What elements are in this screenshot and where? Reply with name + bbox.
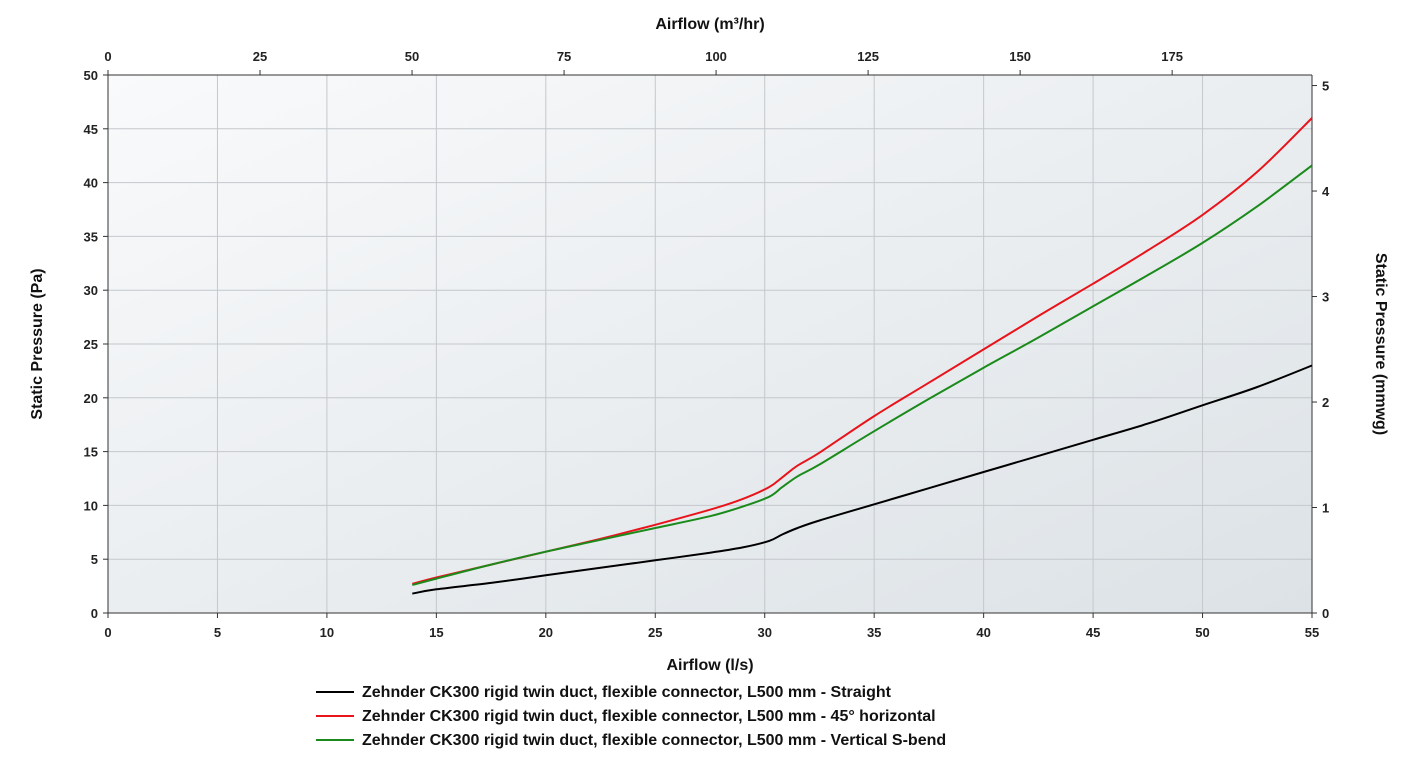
x2-tick-label: 0 — [104, 49, 111, 64]
y2-tick-label: 0 — [1322, 606, 1329, 621]
x2-tick-label: 175 — [1161, 49, 1183, 64]
y2-tick-label: 2 — [1322, 395, 1329, 410]
y-tick-label: 25 — [84, 337, 98, 352]
x-tick-label: 55 — [1305, 625, 1319, 640]
x2-tick-label: 75 — [557, 49, 571, 64]
y-tick-label: 50 — [84, 68, 98, 83]
y-tick-label: 15 — [84, 445, 98, 460]
x2-tick-label: 150 — [1009, 49, 1031, 64]
grid-lines — [108, 75, 1312, 613]
x2-tick-label: 50 — [405, 49, 419, 64]
y-tick-label: 10 — [84, 498, 98, 513]
legend-label-vertical-s-bend: Zehnder CK300 rigid twin duct, flexible … — [362, 732, 946, 749]
x-tick-label: 50 — [1195, 625, 1209, 640]
left-axis-title: Static Pressure (Pa) — [29, 268, 46, 419]
x-tick-label: 45 — [1086, 625, 1100, 640]
y2-tick-label: 1 — [1322, 501, 1329, 516]
legend: Zehnder CK300 rigid twin duct, flexible … — [316, 684, 946, 749]
series-line-2 — [412, 164, 1313, 586]
y-tick-label: 0 — [91, 606, 98, 621]
y2-tick-label: 4 — [1322, 184, 1330, 199]
y-tick-label: 35 — [84, 229, 98, 244]
y-tick-label: 40 — [84, 176, 98, 191]
axes — [103, 70, 1317, 618]
top-axis-title: Airflow (m³/hr) — [655, 16, 764, 33]
x2-tick-label: 25 — [253, 49, 267, 64]
y2-tick-label: 3 — [1322, 290, 1329, 305]
x-tick-label: 0 — [104, 625, 111, 640]
y-tick-label: 5 — [91, 552, 98, 567]
y-tick-label: 30 — [84, 283, 98, 298]
x-tick-label: 5 — [214, 625, 221, 640]
x2-tick-label: 125 — [857, 49, 879, 64]
legend-label-45-horizontal: Zehnder CK300 rigid twin duct, flexible … — [362, 708, 936, 725]
x-tick-label: 35 — [867, 625, 881, 640]
series-lines — [412, 117, 1313, 595]
y-tick-label: 20 — [84, 391, 98, 406]
x-tick-label: 15 — [429, 625, 443, 640]
x-tick-label: 40 — [976, 625, 990, 640]
x-tick-label: 25 — [648, 625, 662, 640]
y-tick-label: 45 — [84, 122, 98, 137]
bottom-axis-title: Airflow (l/s) — [666, 657, 753, 674]
series-line-0 — [412, 364, 1313, 595]
y2-tick-label: 5 — [1322, 79, 1329, 94]
x-tick-label: 30 — [757, 625, 771, 640]
right-axis-title: Static Pressure (mmwg) — [1372, 253, 1389, 435]
x-tick-label: 10 — [320, 625, 334, 640]
tick-labels: 0 5 10 15 20 25 30 35 40 45 50 55051015202530354045… — [84, 49, 1330, 640]
x-tick-label: 20 — [539, 625, 553, 640]
legend-label-straight: Zehnder CK300 rigid twin duct, flexible … — [362, 684, 892, 701]
x2-tick-label: 100 — [705, 49, 727, 64]
